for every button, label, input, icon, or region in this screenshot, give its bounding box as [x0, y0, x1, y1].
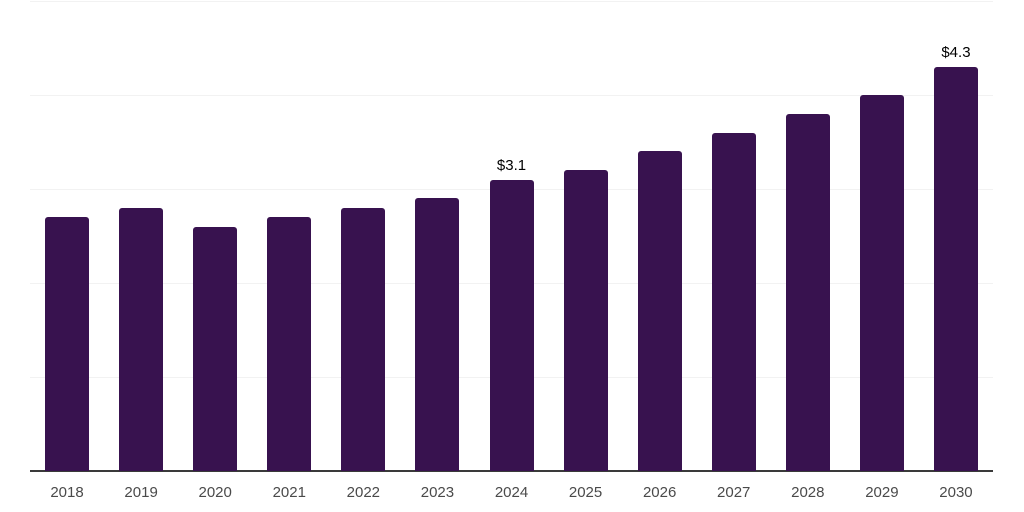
x-tick-label-2024: 2024	[494, 484, 529, 501]
x-tick-label-2030: 2030	[939, 484, 973, 501]
x-tick-label-2027: 2027	[717, 484, 751, 501]
x-tick-label-2029: 2029	[865, 484, 899, 501]
bar-2027	[711, 132, 756, 471]
bar-2021	[267, 217, 312, 471]
x-axis-line	[30, 470, 993, 472]
plot-area: $3.1 $4.3	[30, 1, 993, 472]
x-tick-label-2028: 2028	[791, 484, 825, 501]
x-tick-label-2019: 2019	[124, 484, 158, 501]
bar-value-label-2030: $4.3	[941, 43, 971, 61]
bar-2030	[933, 66, 978, 471]
x-tick-label-2026: 2026	[642, 484, 677, 501]
gridline-4	[30, 95, 993, 96]
bar-2020	[193, 226, 238, 471]
bar-2026	[637, 151, 682, 471]
x-tick-label-2022: 2022	[346, 484, 381, 501]
bar-value-label-2024: $3.1	[496, 156, 527, 174]
bar-2019	[119, 207, 164, 471]
x-tick-label-2018: 2018	[50, 484, 84, 501]
bar-2028	[785, 113, 830, 471]
x-tick-label-2023: 2023	[420, 484, 455, 501]
gridline-5	[30, 1, 993, 2]
bar-2022	[341, 207, 386, 471]
x-tick-label-2021: 2021	[272, 484, 306, 501]
x-tick-label-2020: 2020	[198, 484, 232, 501]
bar-2024	[489, 179, 534, 471]
bar-2029	[859, 95, 904, 471]
x-tick-label-2025: 2025	[568, 484, 603, 501]
bar-2025	[563, 170, 608, 471]
bar-2018	[45, 217, 90, 471]
bar-2023	[415, 198, 460, 471]
